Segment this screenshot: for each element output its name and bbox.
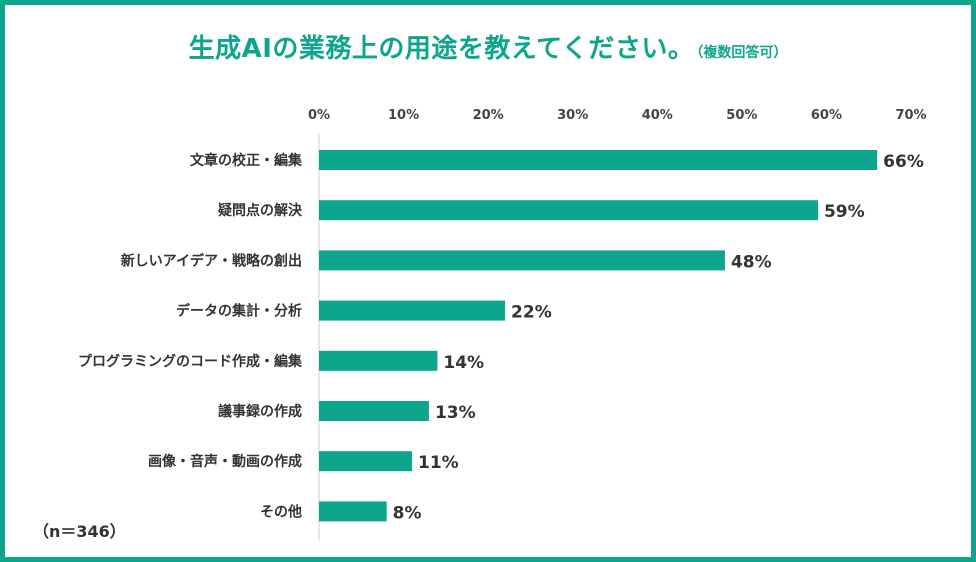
category-label: 疑問点の解決 [218,202,303,219]
data-label: 14% [443,353,484,373]
x-tick-label: 0% [308,108,330,123]
sample-size-label: （n＝346） [33,522,126,541]
data-label: 8% [393,503,422,523]
category-label: その他 [260,503,302,520]
data-label: 59% [824,202,865,222]
category-label: 画像・音声・動画の作成 [148,453,302,470]
category-label: データの集計・分析 [176,303,302,320]
bar [319,350,438,371]
bar [319,250,725,271]
bar [319,300,506,321]
category-label: プログラミングのコード作成・編集 [78,353,303,370]
chart-title: 生成AIの業務上の用途を教えてください。 （複数回答可） [0,28,976,65]
x-tick-label: 60% [811,108,842,123]
data-label: 11% [418,453,459,473]
category-label: 議事録の作成 [218,403,302,420]
chart-title-note: （複数回答可） [696,45,788,61]
x-tick-label: 20% [473,108,504,123]
data-label: 48% [731,252,772,272]
category-label: 新しいアイデア・戦略の創出 [121,252,302,269]
bar [319,401,429,421]
x-tick-label: 30% [557,108,588,123]
x-tick-label: 50% [726,108,757,123]
x-tick-label: 70% [895,108,926,123]
x-tick-label: 10% [388,108,419,123]
bar [319,501,387,522]
x-tick-label: 40% [642,108,673,123]
bar [319,150,878,170]
data-label: 22% [511,303,552,323]
bar [319,200,818,221]
data-label: 66% [883,152,924,172]
category-label: 文章の校正・編集 [190,152,303,169]
chart-title-main: 生成AIの業務上の用途を教えてください。 [188,34,695,64]
bar [319,451,413,472]
data-label: 13% [435,403,476,423]
